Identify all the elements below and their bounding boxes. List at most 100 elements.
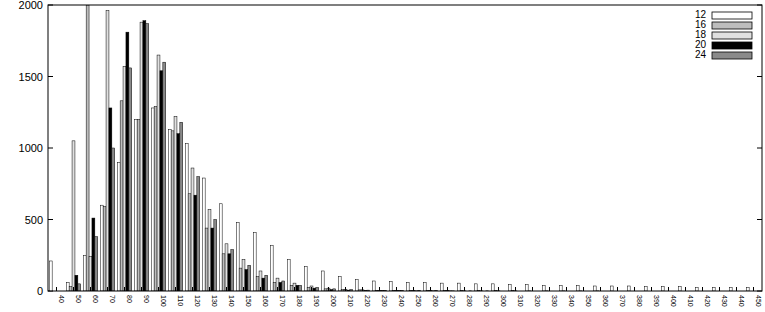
x-tick — [481, 287, 482, 291]
y-tick-label: 0 — [37, 285, 43, 297]
bars — [49, 5, 749, 291]
bar — [75, 275, 78, 291]
x-tick-label: 310 — [517, 295, 524, 307]
x-tick-label: 40 — [58, 295, 65, 303]
y-tick — [48, 219, 53, 220]
x-tick — [379, 287, 380, 291]
x-tick — [651, 287, 652, 291]
x-tick — [464, 287, 465, 291]
legend-swatch — [712, 12, 752, 19]
x-tick-label: 330 — [551, 295, 558, 307]
x-tick-label: 250 — [415, 295, 422, 307]
bar — [508, 285, 511, 291]
legend-swatch — [712, 42, 752, 49]
bar — [174, 117, 177, 291]
x-tick — [243, 287, 244, 291]
x-tick-label: 320 — [534, 295, 541, 307]
x-tick-label: 50 — [75, 295, 82, 303]
x-tick-label: 230 — [381, 295, 388, 307]
bar — [146, 24, 149, 291]
bar — [695, 287, 698, 291]
bar — [296, 285, 299, 291]
bar — [225, 244, 228, 291]
bar — [109, 108, 112, 291]
bar — [242, 260, 245, 291]
x-tick-label: 410 — [687, 295, 694, 307]
x-tick-label: 350 — [585, 295, 592, 307]
bar — [440, 283, 443, 291]
y-tick — [757, 148, 762, 149]
x-tick-label: 380 — [636, 295, 643, 307]
bar — [180, 122, 183, 291]
x-tick — [362, 287, 363, 291]
bar — [627, 286, 630, 291]
bar — [273, 282, 276, 291]
x-tick — [753, 287, 754, 291]
x-tick — [107, 287, 108, 291]
y-tick-label: 2000 — [19, 0, 43, 11]
x-tick-label: 140 — [228, 295, 235, 307]
x-tick-label: 200 — [330, 295, 337, 307]
bar — [66, 282, 69, 291]
bar — [168, 129, 171, 291]
x-tick — [702, 287, 703, 291]
x-tick-label: 120 — [194, 295, 201, 307]
bar — [262, 278, 265, 291]
bar — [95, 237, 98, 291]
x-tick-label: 180 — [296, 295, 303, 307]
bar — [279, 282, 282, 291]
x-tick-label: 60 — [92, 295, 99, 303]
x-tick-label: 290 — [483, 295, 490, 307]
bar — [69, 287, 72, 291]
y-tick — [757, 76, 762, 77]
bar — [423, 282, 426, 291]
bar — [177, 134, 180, 291]
x-tick — [600, 287, 601, 291]
x-tick-label: 220 — [364, 295, 371, 307]
x-tick — [90, 287, 91, 291]
bar — [202, 178, 205, 291]
x-tick — [124, 287, 125, 291]
bar — [474, 284, 477, 291]
y-tick — [48, 76, 53, 77]
x-tick — [515, 287, 516, 291]
x-tick — [345, 287, 346, 291]
bar — [171, 131, 174, 291]
bar — [188, 194, 191, 291]
x-tick — [175, 287, 176, 291]
x-tick-label: 190 — [313, 295, 320, 307]
bar — [89, 257, 92, 291]
bar — [151, 108, 154, 291]
bar — [194, 195, 197, 291]
legend-swatch — [712, 52, 752, 59]
x-tick — [583, 287, 584, 291]
x-tick — [226, 287, 227, 291]
x-tick — [158, 287, 159, 291]
bar — [406, 282, 409, 291]
bar — [106, 11, 109, 291]
bar — [678, 287, 681, 291]
bar — [126, 32, 129, 291]
bar — [248, 265, 251, 291]
bar — [316, 287, 319, 291]
bar — [123, 66, 126, 291]
x-tick — [141, 287, 142, 291]
x-tick-label: 240 — [398, 295, 405, 307]
x-tick-label: 280 — [466, 295, 473, 307]
x-tick — [294, 287, 295, 291]
y-tick-label: 1500 — [19, 71, 43, 83]
y-tick-label: 500 — [25, 214, 43, 226]
bar — [372, 281, 375, 291]
bar — [610, 286, 613, 291]
x-tick — [685, 287, 686, 291]
x-tick — [430, 287, 431, 291]
bar — [307, 287, 310, 291]
x-tick-label: 420 — [704, 295, 711, 307]
x-tick — [209, 287, 210, 291]
x-tick — [668, 287, 669, 291]
bar — [253, 232, 256, 291]
bar — [78, 284, 81, 291]
bar — [355, 280, 358, 291]
bar — [259, 271, 262, 291]
bar — [239, 268, 242, 291]
